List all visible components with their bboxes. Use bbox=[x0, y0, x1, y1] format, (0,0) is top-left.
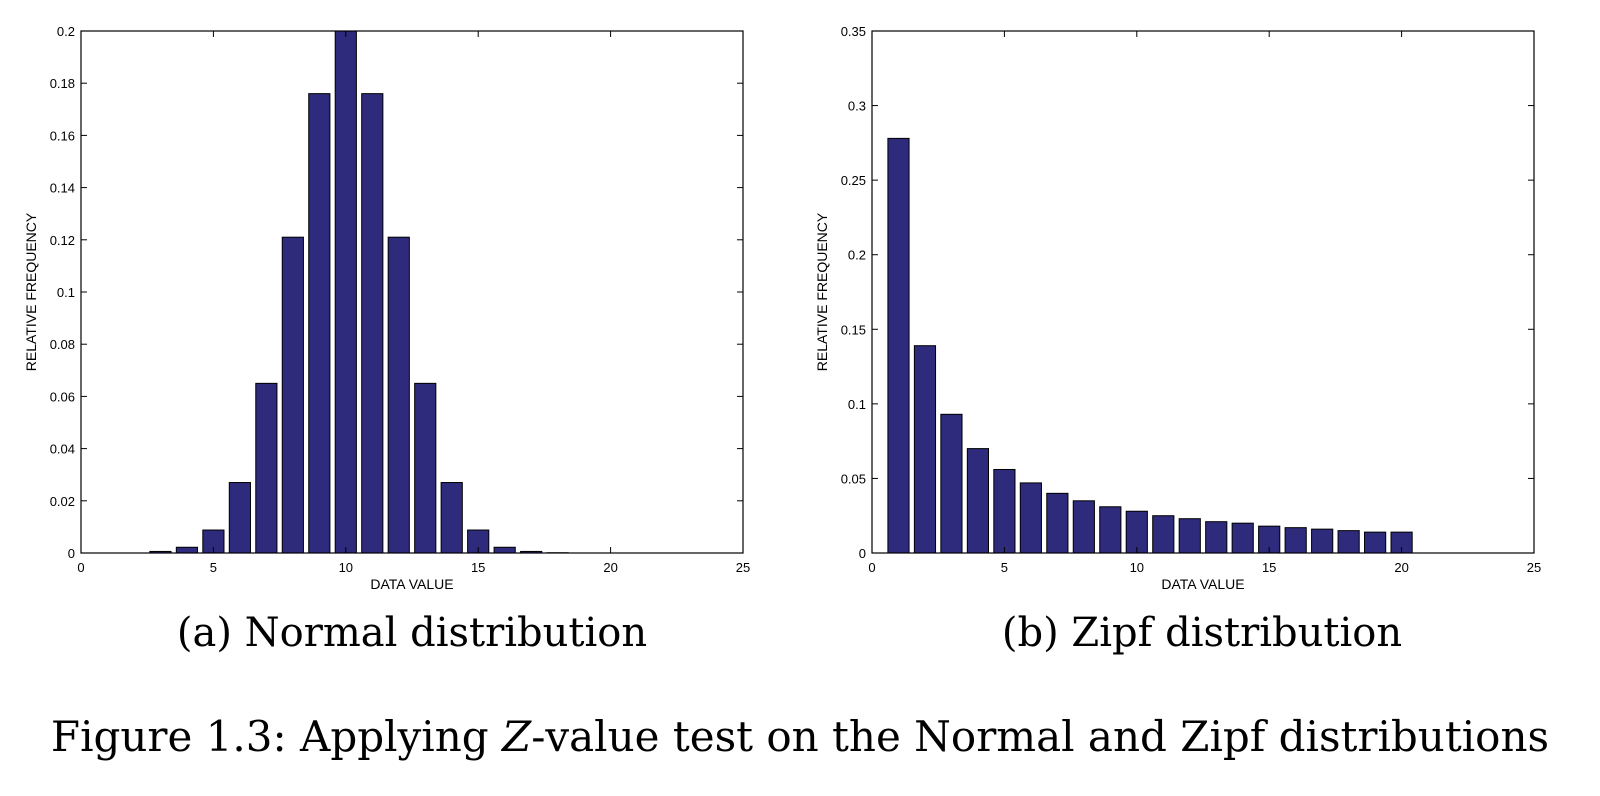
bar-x-7 bbox=[255, 382, 278, 554]
x-tick-label: 10 bbox=[1130, 560, 1144, 575]
subcaption-normal: (a) Normal distribution bbox=[176, 610, 648, 656]
x-tick-label: 5 bbox=[210, 560, 217, 575]
y-tick-label: 0.1 bbox=[848, 397, 866, 412]
bar-x-2 bbox=[913, 345, 937, 554]
y-tick-label: 0.25 bbox=[841, 173, 866, 188]
x-tick-label: 20 bbox=[1394, 560, 1408, 575]
bar-x-1 bbox=[887, 137, 910, 554]
chart-normal-distribution: 0 5 10 15 20 25 0 0.02 0.04 0.06 0.08 0.1 0.12 0.14 0.… bbox=[23, 24, 750, 592]
bar-x-14 bbox=[440, 482, 463, 554]
bar-x-7 bbox=[1046, 492, 1069, 554]
bar-x-9 bbox=[308, 93, 331, 554]
y-tick-label: 0.14 bbox=[50, 181, 75, 196]
x-tick-label: 0 bbox=[77, 560, 84, 575]
y-tick-label: 0.3 bbox=[848, 99, 866, 114]
subcaption-zipf: (b) Zipf distribution bbox=[1001, 610, 1403, 656]
bar-x-10 bbox=[334, 30, 357, 554]
chart-zipf-distribution: 0 5 10 15 20 25 0 0.05 0.1 0.15 0.2 0.25 0.3 0.35 DATA… bbox=[814, 24, 1541, 592]
caption-suffix: -value test on the Normal and Zipf distr… bbox=[531, 712, 1550, 761]
y-tick-label: 0.05 bbox=[841, 471, 866, 486]
bar-x-12 bbox=[1178, 518, 1201, 554]
y-tick-label: 0.12 bbox=[50, 233, 75, 248]
x-tick-label: 20 bbox=[603, 560, 617, 575]
y-tick-label: 0.16 bbox=[50, 128, 75, 143]
y-tick-label: 0.15 bbox=[841, 322, 866, 337]
plot-frame bbox=[871, 30, 1535, 554]
y-tick-label: 0.06 bbox=[50, 389, 75, 404]
bar-x-11 bbox=[361, 93, 384, 554]
bar-x-8 bbox=[281, 236, 304, 554]
x-tick-label: 10 bbox=[339, 560, 353, 575]
x-tick-label: 15 bbox=[471, 560, 485, 575]
bar-x-13 bbox=[414, 382, 437, 554]
bar-x-10 bbox=[1125, 510, 1148, 554]
x-tick-label: 15 bbox=[1262, 560, 1276, 575]
bar-x-12 bbox=[387, 236, 410, 554]
y-tick-label: 0.2 bbox=[57, 24, 75, 39]
bar-x-9 bbox=[1099, 506, 1122, 554]
bar-x-8 bbox=[1072, 500, 1095, 554]
x-axis-label: DATA VALUE bbox=[370, 576, 453, 592]
bar-x-18 bbox=[1337, 530, 1360, 554]
x-tick-label: 25 bbox=[736, 560, 750, 575]
y-tick-label: 0.2 bbox=[848, 248, 866, 263]
bar-x-14 bbox=[1231, 522, 1254, 554]
bar-x-3 bbox=[940, 413, 963, 554]
y-tick-label: 0.08 bbox=[50, 337, 75, 352]
y-tick-label: 0.18 bbox=[50, 76, 75, 91]
bar-x-17 bbox=[1311, 528, 1334, 554]
x-tick-label: 5 bbox=[1001, 560, 1008, 575]
x-axis-label: DATA VALUE bbox=[1161, 576, 1244, 592]
y-axis-label: RELATIVE FREQUENCY bbox=[23, 212, 39, 371]
y-tick-label: 0.04 bbox=[50, 442, 75, 457]
y-tick-label: 0.02 bbox=[50, 494, 75, 509]
bar-x-16 bbox=[1284, 527, 1307, 554]
bar-x-6 bbox=[1019, 482, 1042, 554]
y-tick-label: 0.1 bbox=[57, 285, 75, 300]
x-tick-label: 25 bbox=[1527, 560, 1541, 575]
x-tick-label: 0 bbox=[868, 560, 875, 575]
bar-x-19 bbox=[1364, 531, 1387, 554]
bar-x-16 bbox=[493, 546, 516, 554]
bar-x-6 bbox=[228, 482, 251, 554]
caption-variable: Z bbox=[502, 712, 532, 761]
y-axis-label: RELATIVE FREQUENCY bbox=[814, 212, 830, 371]
bar-x-11 bbox=[1152, 515, 1175, 554]
y-tick-label: 0 bbox=[859, 546, 866, 561]
bar-x-5 bbox=[993, 468, 1016, 554]
caption-prefix: Figure 1.3: Applying bbox=[50, 712, 502, 761]
bar-x-13 bbox=[1205, 521, 1228, 554]
figure-caption: Figure 1.3: Applying Z-value test on the… bbox=[0, 712, 1600, 761]
plot-frame bbox=[80, 30, 744, 554]
y-tick-label: 0 bbox=[68, 546, 75, 561]
bar-x-4 bbox=[175, 546, 199, 554]
y-tick-label: 0.35 bbox=[841, 24, 866, 39]
bar-x-4 bbox=[966, 448, 990, 554]
